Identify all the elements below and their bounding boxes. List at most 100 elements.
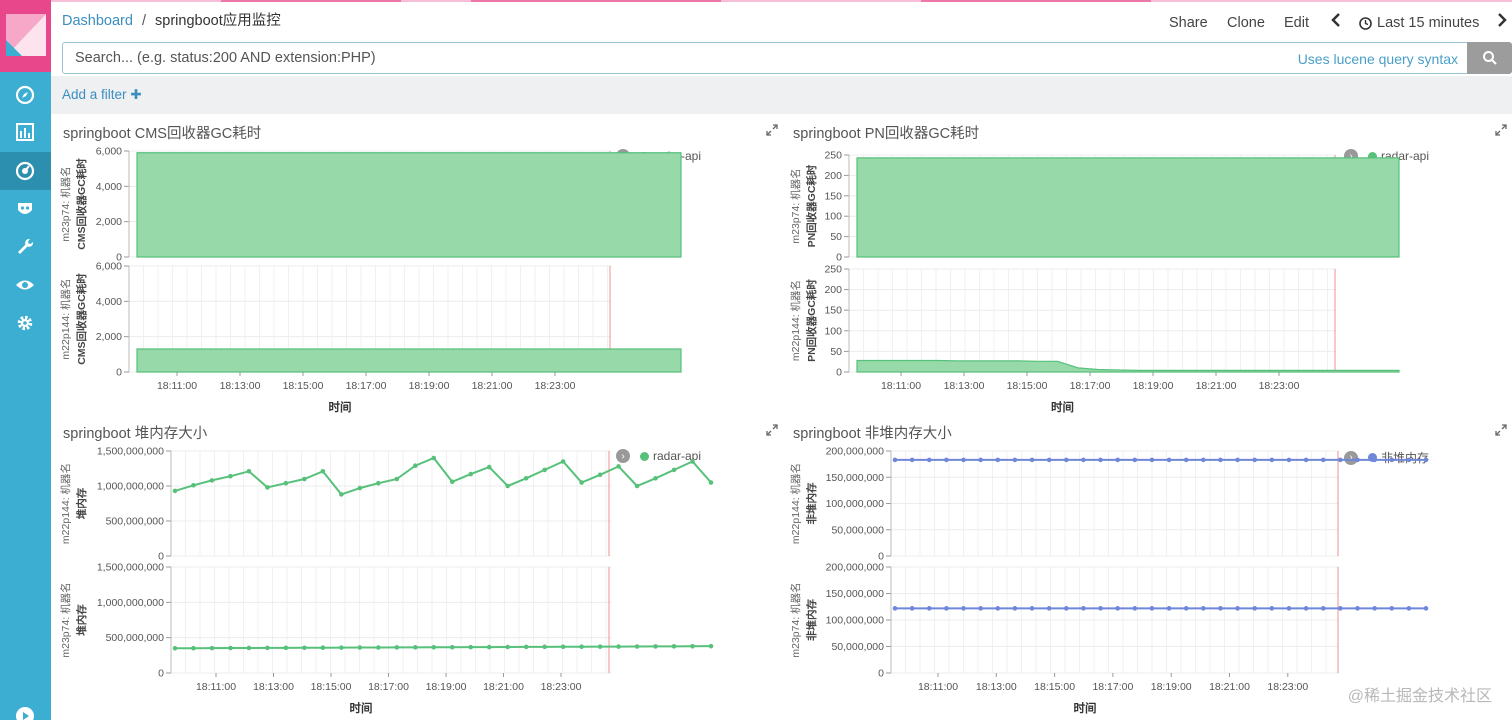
data-point	[486, 644, 492, 650]
legend-label[interactable]: radar-api	[653, 449, 702, 463]
breadcrumb: Dashboard / springboot应用监控	[62, 9, 281, 30]
subchart: 0 50 100 150 200 250 m23p74: 机器名 PN回收器GC耗时	[789, 150, 1400, 264]
x-tick-label: 18:13:00	[220, 380, 261, 392]
data-point	[1338, 457, 1343, 463]
data-point	[909, 457, 915, 463]
subchart: 0 500,000,000 1,000,000,000 1,500,000,000 m2…	[59, 562, 714, 680]
time-forward-chevron-icon[interactable]	[1496, 12, 1508, 32]
breadcrumb-dashboard-link[interactable]: Dashboard	[62, 13, 133, 29]
expand-icon[interactable]	[1495, 124, 1507, 136]
clone-button[interactable]: Clone	[1227, 15, 1265, 31]
expand-icon[interactable]	[766, 424, 778, 436]
collapse-play-icon[interactable]	[13, 704, 37, 728]
subchart: 0 2,000 4,000 6,000 m23p74: 机器名 CMS回收器GC耗时	[59, 146, 682, 264]
kibana-logo[interactable]	[0, 0, 51, 72]
y-tick-label: 0	[116, 252, 122, 264]
lucene-syntax-link[interactable]: Uses lucene query syntax	[1297, 51, 1458, 67]
compass-icon[interactable]	[13, 83, 37, 107]
data-point	[1012, 606, 1018, 611]
legend-toggle-chevron-icon[interactable]: ›	[1344, 149, 1358, 163]
data-point	[486, 464, 492, 470]
y-tick-label: 100,000,000	[826, 615, 885, 627]
y-tick-label: 0	[878, 668, 884, 680]
y-tick-label: 250	[824, 264, 842, 276]
data-point	[1218, 457, 1223, 463]
y-tick-label: 1,500,000,000	[97, 562, 164, 574]
edit-button[interactable]: Edit	[1284, 15, 1309, 31]
eye-icon[interactable]	[13, 273, 37, 297]
search-row: Uses lucene query syntax	[51, 42, 1512, 76]
legend-toggle-chevron-icon[interactable]: ›	[1344, 450, 1358, 465]
data-point	[1029, 457, 1035, 463]
expand-icon[interactable]	[1495, 424, 1507, 436]
time-picker-button[interactable]: Last 15 minutes	[1359, 15, 1479, 31]
x-tick-label: 18:19:00	[409, 380, 450, 392]
data-point	[1218, 606, 1223, 611]
row-label: m22p144: 机器名	[59, 278, 72, 359]
legend-toggle-chevron-icon[interactable]: ›	[616, 449, 630, 463]
data-point	[1063, 606, 1069, 611]
breadcrumb-current: springboot应用监控	[155, 13, 281, 29]
search-button[interactable]	[1467, 42, 1512, 74]
data-point	[191, 645, 196, 651]
y-tick-label: 1,000,000,000	[97, 597, 164, 609]
watermark: @稀土掘金技术社区	[1347, 688, 1492, 705]
data-point	[283, 480, 289, 486]
timelion-mask-icon[interactable]	[13, 197, 37, 221]
x-tick-label: 18:17:00	[346, 380, 387, 392]
gear-icon[interactable]	[13, 311, 37, 335]
time-back-chevron-icon[interactable]	[1330, 12, 1342, 32]
y-axis-label: CMS回收器GC耗时	[75, 273, 88, 365]
row-label: m23p74: 机器名	[789, 582, 802, 657]
data-point	[376, 645, 381, 650]
data-point	[468, 644, 474, 650]
panel-title: springboot CMS回收器GC耗时	[63, 126, 262, 142]
x-tick-label: 18:11:00	[196, 681, 236, 693]
data-point	[1166, 457, 1172, 463]
y-tick-label: 150,000,000	[826, 588, 885, 600]
add-filter-button[interactable]: Add a filter ✚	[62, 87, 142, 103]
panel-title: springboot PN回收器GC耗时	[793, 126, 980, 142]
legend-label[interactable]: radar-api	[653, 149, 702, 163]
data-point	[209, 645, 215, 651]
data-point	[1320, 457, 1326, 463]
bar-chart-icon[interactable]	[13, 120, 37, 144]
dashboard-gauge-icon[interactable]	[13, 159, 37, 183]
data-point	[542, 467, 547, 473]
wrench-icon[interactable]	[13, 235, 37, 259]
legend-label[interactable]: 非堆内存	[1381, 451, 1430, 465]
subchart: 0 500,000,000 1,000,000,000 1,500,000,000 m2…	[59, 446, 714, 563]
filter-bar: Add a filter ✚	[51, 76, 1512, 114]
data-point	[671, 644, 677, 649]
data-point	[634, 483, 640, 489]
data-point	[1286, 606, 1292, 611]
y-tick-label: 50,000,000	[831, 641, 884, 653]
clock-icon	[1359, 16, 1372, 30]
x-tick-label: 18:15:00	[1034, 681, 1075, 693]
legend: › radar-api	[616, 149, 701, 163]
x-tick-label: 18:19:00	[426, 681, 467, 693]
y-tick-label: 0	[116, 367, 122, 379]
search-input[interactable]	[73, 47, 1077, 69]
y-tick-label: 4,000	[96, 296, 122, 308]
data-point	[1372, 606, 1377, 611]
data-point	[505, 483, 510, 489]
data-point	[1235, 606, 1240, 611]
data-point	[1286, 457, 1292, 463]
share-button[interactable]: Share	[1169, 15, 1208, 31]
legend-toggle-chevron-icon[interactable]: ›	[616, 149, 630, 163]
row-label: m23p74: 机器名	[789, 168, 802, 243]
data-point	[246, 645, 252, 651]
subchart: 0 50,000,000 100,000,000 150,000,000 200,000…	[789, 446, 1429, 563]
data-point	[1201, 457, 1206, 463]
data-point	[1252, 457, 1258, 463]
line-series	[174, 645, 712, 650]
data-point	[394, 476, 400, 482]
data-point	[228, 645, 233, 651]
time-range-label: Last 15 minutes	[1377, 15, 1480, 31]
legend-label[interactable]: radar-api	[1381, 149, 1430, 163]
data-point	[468, 471, 474, 477]
expand-icon[interactable]	[766, 124, 778, 136]
plus-icon: ✚	[130, 87, 142, 102]
area-series	[856, 359, 1400, 373]
